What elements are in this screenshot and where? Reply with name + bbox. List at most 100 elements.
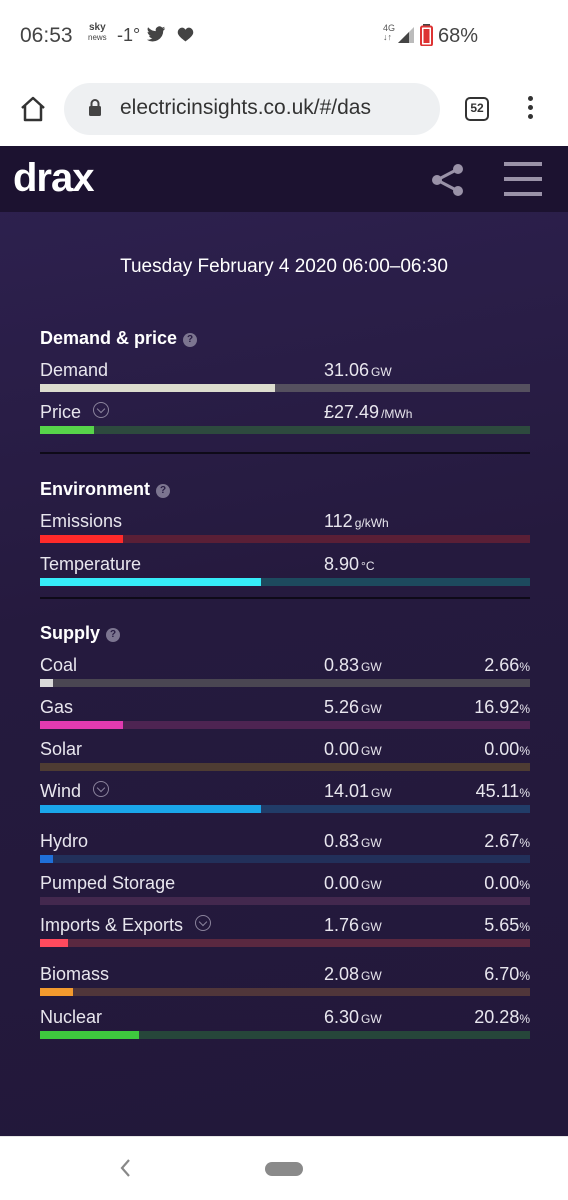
metric-bar-track <box>40 763 530 771</box>
metric-row-wind[interactable]: Wind 14.01 GW 45.11% <box>40 781 530 821</box>
dashboard: drax Tuesday February 4 2020 06:00–06:30… <box>0 146 568 1136</box>
metric-row-biomass: Biomass 2.08 GW 6.70% <box>40 964 530 1004</box>
metric-bar-track <box>40 535 530 543</box>
app-header: drax <box>0 146 568 212</box>
metric-bar-fill <box>40 384 276 392</box>
address-bar[interactable]: electricinsights.co.uk/#/das <box>64 83 440 135</box>
metric-bar-fill <box>40 535 124 543</box>
metric-bar-track <box>40 384 530 392</box>
metric-label: Price <box>40 402 110 423</box>
metric-percent: 6.70% <box>484 964 530 984</box>
metric-bar-fill <box>40 988 73 996</box>
metric-percent: 45.11% <box>475 781 530 801</box>
section-title-demand: Demand & price? <box>40 328 198 349</box>
metric-label: Wind <box>40 781 110 802</box>
metric-value: 1.76 GW <box>324 915 382 935</box>
metric-label: Pumped Storage <box>40 873 176 893</box>
share-icon[interactable] <box>430 162 466 198</box>
metric-value: 0.83 GW <box>324 831 382 851</box>
metric-value: 14.01 GW <box>324 781 392 801</box>
metric-label: Emissions <box>40 511 123 531</box>
metric-bar-track <box>40 426 530 434</box>
metric-bar-track <box>40 897 530 905</box>
metric-value: £27.49/MWh <box>324 402 413 422</box>
metric-label: Solar <box>40 739 83 759</box>
metric-value: 0.00 GW <box>324 739 382 759</box>
metric-label: Nuclear <box>40 1007 103 1027</box>
metric-row-emissions: Emissions 112 g/kWh <box>40 511 530 551</box>
browser-menu-icon[interactable] <box>522 96 538 124</box>
battery-percent: 68% <box>438 25 479 47</box>
metric-label: Imports & Exports <box>40 915 212 936</box>
metric-bar-fill <box>40 939 68 947</box>
help-icon[interactable]: ? <box>183 333 198 347</box>
section-title-environment: Environment? <box>40 479 171 500</box>
metric-bar-track <box>40 988 530 996</box>
metric-percent: 2.66% <box>484 655 530 675</box>
hamburger-menu-icon[interactable] <box>504 162 542 196</box>
system-nav-bar <box>0 1136 568 1200</box>
metric-percent: 5.65% <box>484 915 530 935</box>
metric-bar-fill <box>40 1031 140 1039</box>
metric-bar-track <box>40 855 530 863</box>
metric-percent: 0.00% <box>484 739 530 759</box>
metric-value: 8.90 °C <box>324 554 375 574</box>
metric-value: 5.26 GW <box>324 697 382 717</box>
date-range-title: Tuesday February 4 2020 06:00–06:30 <box>120 256 448 277</box>
metric-row-pumped-storage: Pumped Storage 0.00 GW 0.00% <box>40 873 530 913</box>
metric-label: Demand <box>40 360 109 380</box>
metric-bar-track <box>40 805 530 813</box>
drax-logo[interactable]: drax <box>13 156 94 200</box>
metric-bar-fill <box>40 855 54 863</box>
battery-icon <box>420 24 433 46</box>
metric-row-price[interactable]: Price £27.49/MWh <box>40 402 530 442</box>
sky-news-icon: sky news <box>88 22 107 43</box>
browser-toolbar: electricinsights.co.uk/#/das 52 <box>0 70 568 146</box>
section-title-supply: Supply? <box>40 623 121 644</box>
metric-percent: 0.00% <box>484 873 530 893</box>
metric-percent: 20.28% <box>474 1007 530 1027</box>
clock: 06:53 <box>20 24 73 47</box>
status-bar: 06:53 sky news -1° 4G ↓↑ 68% <box>0 0 568 70</box>
metric-bar-track <box>40 679 530 687</box>
home-icon[interactable] <box>18 94 48 124</box>
metric-bar-fill <box>40 578 261 586</box>
metric-value: 6.30 GW <box>324 1007 382 1027</box>
metric-percent: 16.92% <box>474 697 530 717</box>
metric-row-demand: Demand 31.06 GW <box>40 360 530 400</box>
metric-row-coal: Coal 0.83 GW 2.66% <box>40 655 530 695</box>
url-text: electricinsights.co.uk/#/das <box>120 96 371 119</box>
back-icon[interactable] <box>118 1157 132 1179</box>
metric-label: Gas <box>40 697 74 717</box>
home-pill-button[interactable] <box>265 1162 303 1176</box>
metric-row-gas: Gas 5.26 GW 16.92% <box>40 697 530 737</box>
metric-bar-fill <box>40 426 94 434</box>
metric-bar-track <box>40 578 530 586</box>
network-type: 4G ↓↑ <box>383 23 396 42</box>
metric-bar-track <box>40 721 530 729</box>
signal-icon <box>398 27 414 43</box>
chevron-down-icon[interactable] <box>93 781 110 797</box>
help-icon[interactable]: ? <box>156 484 171 498</box>
metric-row-hydro: Hydro 0.83 GW 2.67% <box>40 831 530 871</box>
metric-bar-track <box>40 939 530 947</box>
metric-label: Coal <box>40 655 78 675</box>
metric-row-imports-exports[interactable]: Imports & Exports 1.76 GW 5.65% <box>40 915 530 955</box>
metric-value: 31.06 GW <box>324 360 392 380</box>
metric-bar-track <box>40 1031 530 1039</box>
chevron-down-icon[interactable] <box>195 915 212 931</box>
metric-percent: 2.67% <box>484 831 530 851</box>
metric-value: 112 g/kWh <box>324 511 389 531</box>
chevron-down-icon[interactable] <box>93 402 110 418</box>
weather-temperature: -1° <box>117 25 141 45</box>
heart-icon <box>177 27 194 42</box>
metric-bar-fill <box>40 721 123 729</box>
metric-label: Temperature <box>40 554 142 574</box>
metric-bar-fill <box>40 679 54 687</box>
metric-label: Biomass <box>40 964 110 984</box>
metric-bar-fill <box>40 805 262 813</box>
twitter-icon <box>146 26 166 42</box>
metric-value: 0.83 GW <box>324 655 382 675</box>
tab-switcher-button[interactable]: 52 <box>465 97 489 121</box>
help-icon[interactable]: ? <box>106 628 121 642</box>
